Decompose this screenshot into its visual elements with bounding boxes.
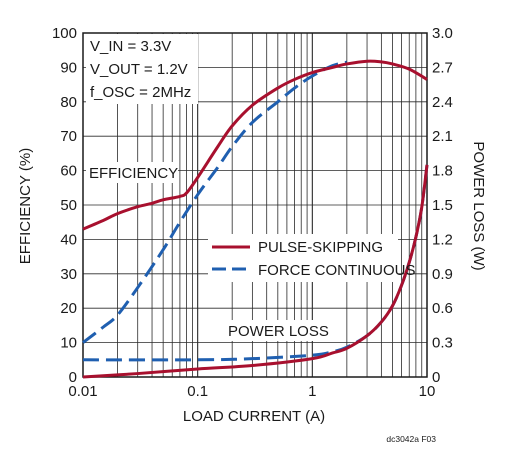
legend: PULSE-SKIPPING FORCE CONTINUOUS bbox=[208, 234, 416, 282]
y-right-tick-label: 2.7 bbox=[432, 59, 453, 76]
x-tick-label: 1 bbox=[308, 383, 316, 400]
series-line-pulse-skipping-efficiency bbox=[82, 59, 428, 231]
x-axis-title: LOAD CURRENT (A) bbox=[183, 408, 325, 425]
y-right-tick-label: 0.6 bbox=[432, 300, 453, 317]
condition-fosc: f_OSC = 2MHz bbox=[90, 84, 191, 101]
y-right-tick-label: 2.1 bbox=[432, 128, 453, 145]
plot-frame bbox=[82, 32, 428, 378]
y-left-tick-label: 10 bbox=[60, 335, 77, 352]
condition-vout: V_OUT = 1.2V bbox=[90, 61, 188, 78]
left-y-tick-labels: 0 10 20 30 40 50 60 70 80 90 100 bbox=[52, 25, 77, 386]
y-left-tick-label: 20 bbox=[60, 300, 77, 317]
power-loss-label-backdrop bbox=[224, 320, 338, 341]
y-right-tick-label: 1.2 bbox=[432, 231, 453, 248]
x-tick-labels: 0.01 0.1 1 10 bbox=[68, 383, 435, 400]
series-line-force-continuous-efficiency bbox=[82, 60, 348, 344]
y-right-tick-label: 1.5 bbox=[432, 197, 453, 214]
y-right-axis-title: POWER LOSS (W) bbox=[470, 141, 487, 270]
figure-footnote: dc3042a F03 bbox=[386, 434, 436, 444]
legend-label-force-continuous: FORCE CONTINUOUS bbox=[258, 262, 416, 279]
x-tick-label: 10 bbox=[419, 383, 436, 400]
y-right-tick-label: 1.8 bbox=[432, 163, 453, 180]
legend-label-pulse-skipping: PULSE-SKIPPING bbox=[258, 239, 383, 256]
y-left-tick-label: 90 bbox=[60, 59, 77, 76]
y-left-tick-label: 60 bbox=[60, 163, 77, 180]
legend-backdrop bbox=[208, 234, 398, 282]
conditions-backdrop bbox=[86, 34, 198, 104]
power-loss-annotation: POWER LOSS bbox=[228, 323, 329, 340]
y-left-axis-title: EFFICIENCY (%) bbox=[17, 148, 34, 264]
y-left-tick-label: 40 bbox=[60, 231, 77, 248]
efficiency-label-backdrop bbox=[86, 162, 178, 183]
y-right-tick-label: 3.0 bbox=[432, 25, 453, 42]
efficiency-annotation: EFFICIENCY bbox=[89, 165, 178, 182]
x-tick-label: 0.1 bbox=[187, 383, 208, 400]
series-line-pulse-skipping-power-loss bbox=[82, 164, 429, 379]
right-y-tick-labels: 0 0.3 0.6 0.9 1.2 1.5 1.8 2.1 2.4 2.7 3.0 bbox=[432, 25, 453, 386]
x-tick-label: 0.01 bbox=[68, 383, 97, 400]
y-right-tick-label: 2.4 bbox=[432, 94, 453, 111]
condition-vin: V_IN = 3.3V bbox=[90, 38, 171, 55]
y-right-tick-label: 0 bbox=[432, 369, 440, 386]
series-lines bbox=[82, 59, 429, 379]
y-left-tick-label: 50 bbox=[60, 197, 77, 214]
y-right-tick-label: 0.9 bbox=[432, 266, 453, 283]
y-left-tick-label: 70 bbox=[60, 128, 77, 145]
y-left-tick-label: 100 bbox=[52, 25, 77, 42]
y-left-tick-label: 80 bbox=[60, 94, 77, 111]
y-left-tick-label: 30 bbox=[60, 266, 77, 283]
y-left-tick-label: 0 bbox=[69, 369, 77, 386]
y-right-tick-label: 0.3 bbox=[432, 335, 453, 352]
conditions-box: V_IN = 3.3V V_OUT = 1.2V f_OSC = 2MHz bbox=[86, 34, 198, 104]
